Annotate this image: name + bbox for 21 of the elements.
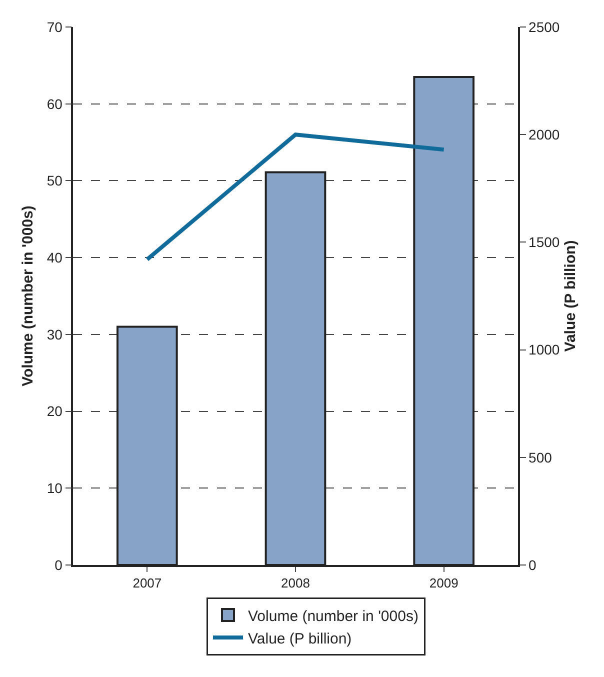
y2-tick-label: 500 (528, 449, 552, 466)
y2-tick-label: 1000 (528, 342, 560, 358)
y-tick-label: 0 (54, 556, 63, 573)
legend-label: Volume (number in '000s) (248, 608, 418, 625)
y2-tick-label: 2500 (528, 18, 560, 35)
legend-label: Value (P billion) (248, 630, 352, 648)
y-tick-label: 60 (46, 96, 63, 112)
y-tick-label: 30 (46, 326, 63, 342)
y-axis-title: Volume (number in '000s) (20, 206, 36, 386)
y2-tick-label: 2000 (528, 126, 560, 142)
y2-tick-label: 0 (528, 556, 537, 573)
y-tick-label: 20 (46, 403, 63, 420)
x-tick-label: 2009 (429, 575, 458, 590)
y2-axis-title: Value (P billion) (562, 240, 579, 352)
y-tick-label: 40 (46, 249, 63, 266)
y-tick-label: 70 (46, 18, 63, 35)
y2-tick-label: 1500 (528, 234, 560, 250)
y-tick-label: 10 (46, 480, 63, 496)
x-tick-label: 2007 (132, 575, 162, 590)
x-tick-label: 2008 (281, 575, 310, 590)
y-tick-label: 50 (46, 172, 63, 189)
